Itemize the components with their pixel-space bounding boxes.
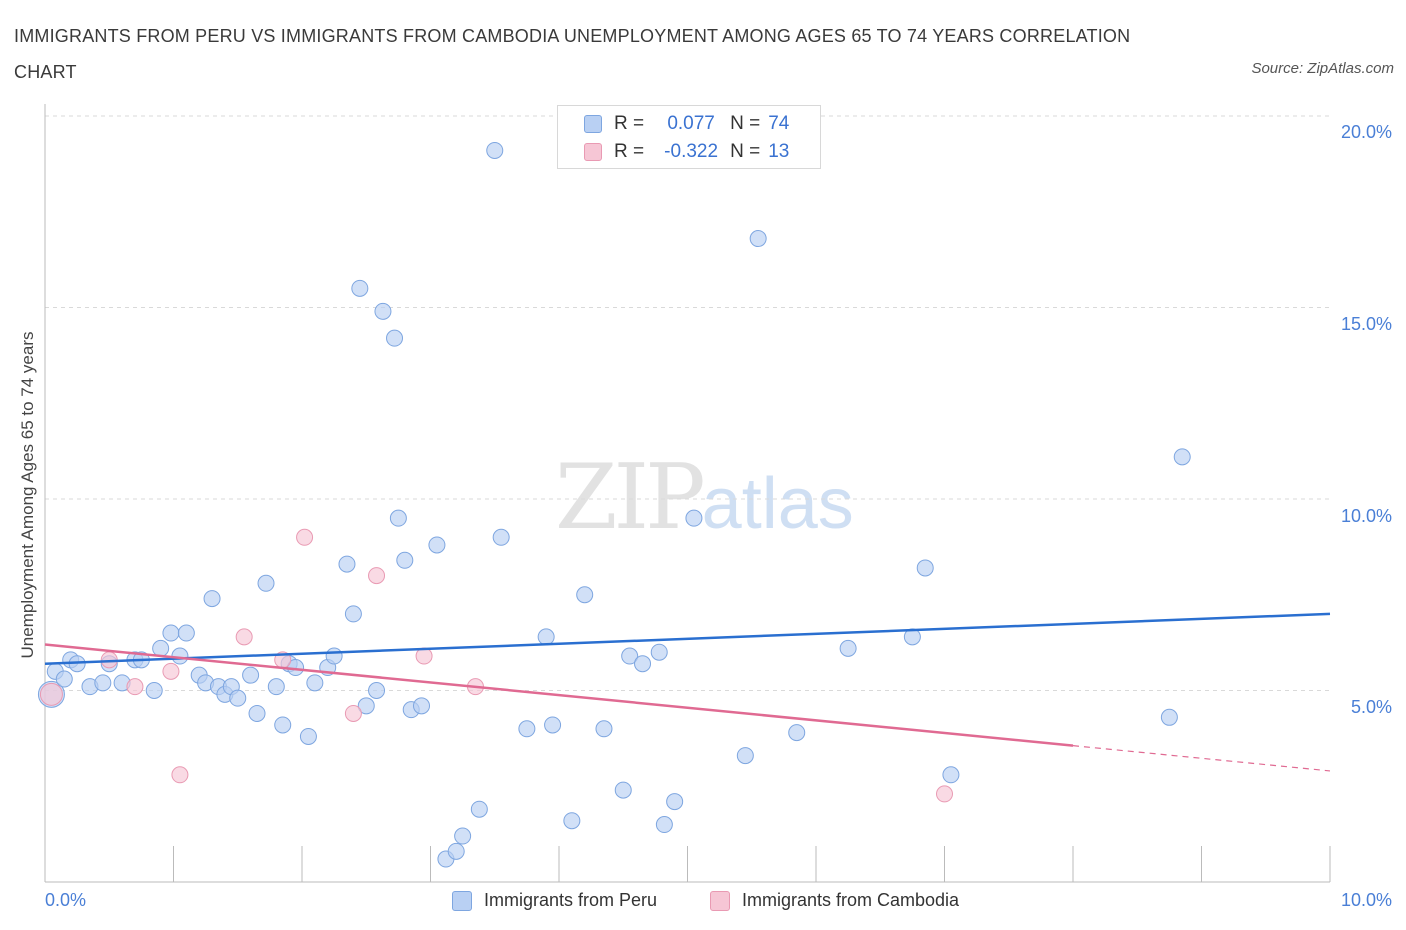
peru-point xyxy=(650,643,668,661)
watermark: ZIPatlas xyxy=(555,445,854,550)
peru-point xyxy=(55,670,73,688)
watermark-atlas: atlas xyxy=(701,464,854,544)
y-axis-label: Unemployment Among Ages 65 to 74 years xyxy=(18,331,37,659)
legend-label: Immigrants from Peru xyxy=(484,890,658,910)
peru-point xyxy=(518,720,536,738)
peru-point xyxy=(749,230,767,248)
peru-point xyxy=(299,727,317,745)
peru-point xyxy=(454,827,472,845)
chart-title: IMMIGRANTS FROM PERU VS IMMIGRANTS FROM … xyxy=(14,26,1131,82)
peru-trendline xyxy=(44,612,1331,665)
legend-item-cambodia[interactable]: Immigrants from Cambodia xyxy=(710,890,959,911)
r-label: R = xyxy=(614,113,645,134)
cambodia-point xyxy=(126,678,144,696)
peru-point xyxy=(486,141,504,159)
legend-label: Immigrants from Cambodia xyxy=(742,890,960,910)
y-tick-label: 15.0% xyxy=(1340,314,1392,334)
peru-point xyxy=(338,555,356,573)
cambodia-swatch xyxy=(710,890,730,911)
peru-point xyxy=(357,697,375,715)
peru-point xyxy=(537,628,555,646)
peru-point xyxy=(374,302,392,320)
peru-point xyxy=(325,647,343,665)
legend-item-peru[interactable]: Immigrants from Peru xyxy=(452,890,657,911)
cambodia-trendline xyxy=(44,643,1074,747)
cambodia-point xyxy=(235,628,253,646)
r-value: -0.322 xyxy=(664,141,719,162)
legend-row-peru: R = 0.077 N = 74 xyxy=(584,112,789,136)
peru-point xyxy=(685,509,703,527)
peru-point xyxy=(655,816,673,834)
peru-point xyxy=(162,624,180,642)
cambodia-point xyxy=(344,704,362,722)
peru-point xyxy=(267,678,285,696)
n-label: N = xyxy=(730,113,761,134)
peru-point xyxy=(203,590,221,608)
peru-point xyxy=(470,800,488,818)
peru-point xyxy=(492,528,510,546)
cambodia-trendline-extension xyxy=(1072,745,1331,772)
cambodia-point xyxy=(162,662,180,680)
peru-point xyxy=(563,812,581,830)
peru-point xyxy=(1160,708,1178,726)
peru-point xyxy=(942,766,960,784)
peru-point xyxy=(614,781,632,799)
n-label: N = xyxy=(730,141,761,162)
peru-swatch xyxy=(584,115,602,133)
peru-point xyxy=(248,704,266,722)
r-label: R = xyxy=(614,141,645,162)
peru-point xyxy=(386,329,404,347)
n-value: 13 xyxy=(768,141,790,162)
peru-point xyxy=(396,551,414,569)
cambodia-point xyxy=(296,528,314,546)
peru-point xyxy=(351,279,369,297)
x-tick-label: 10.0% xyxy=(1340,890,1392,910)
peru-point xyxy=(368,682,386,699)
r-value: 0.077 xyxy=(667,113,715,134)
peru-point xyxy=(544,716,562,734)
y-tick-label: 20.0% xyxy=(1340,122,1392,142)
peru-swatch xyxy=(452,890,472,911)
peru-point xyxy=(788,724,806,742)
peru-point xyxy=(621,647,639,665)
peru-point xyxy=(1173,448,1191,466)
peru-point xyxy=(145,682,163,699)
peru-point xyxy=(389,509,407,527)
peru-point xyxy=(274,716,292,734)
peru-point xyxy=(595,720,613,738)
peru-point xyxy=(306,674,324,692)
peru-point xyxy=(576,586,594,604)
cambodia-point xyxy=(368,567,386,585)
legend-row-cambodia: R = -0.322 N = 13 xyxy=(584,140,789,164)
n-value: 74 xyxy=(768,113,790,134)
peru-point xyxy=(634,655,652,673)
source-label: Source: ZipAtlas.com xyxy=(1251,60,1394,77)
peru-point xyxy=(242,666,260,684)
peru-point xyxy=(229,689,247,707)
cambodia-swatch xyxy=(584,143,602,161)
peru-point xyxy=(447,842,465,860)
cambodia-point xyxy=(936,785,953,803)
peru-point xyxy=(839,639,857,657)
cambodia-point xyxy=(39,682,63,706)
peru-point xyxy=(428,536,446,554)
watermark-zip: ZIP xyxy=(555,445,706,550)
peru-point xyxy=(916,559,934,577)
peru-point xyxy=(344,605,362,623)
cambodia-point xyxy=(171,766,189,784)
peru-point xyxy=(666,793,684,811)
peru-point xyxy=(177,624,195,642)
peru-point xyxy=(736,747,754,765)
y-tick-label: 5.0% xyxy=(1350,697,1392,717)
x-tick-label: 0.0% xyxy=(45,890,87,910)
peru-point xyxy=(413,697,431,715)
peru-point xyxy=(152,639,170,657)
peru-point xyxy=(257,574,275,592)
peru-point xyxy=(94,674,112,692)
correlation-legend: R = 0.077 N = 74 R = -0.322 N = 13 xyxy=(557,105,821,169)
y-tick-label: 10.0% xyxy=(1340,506,1392,526)
